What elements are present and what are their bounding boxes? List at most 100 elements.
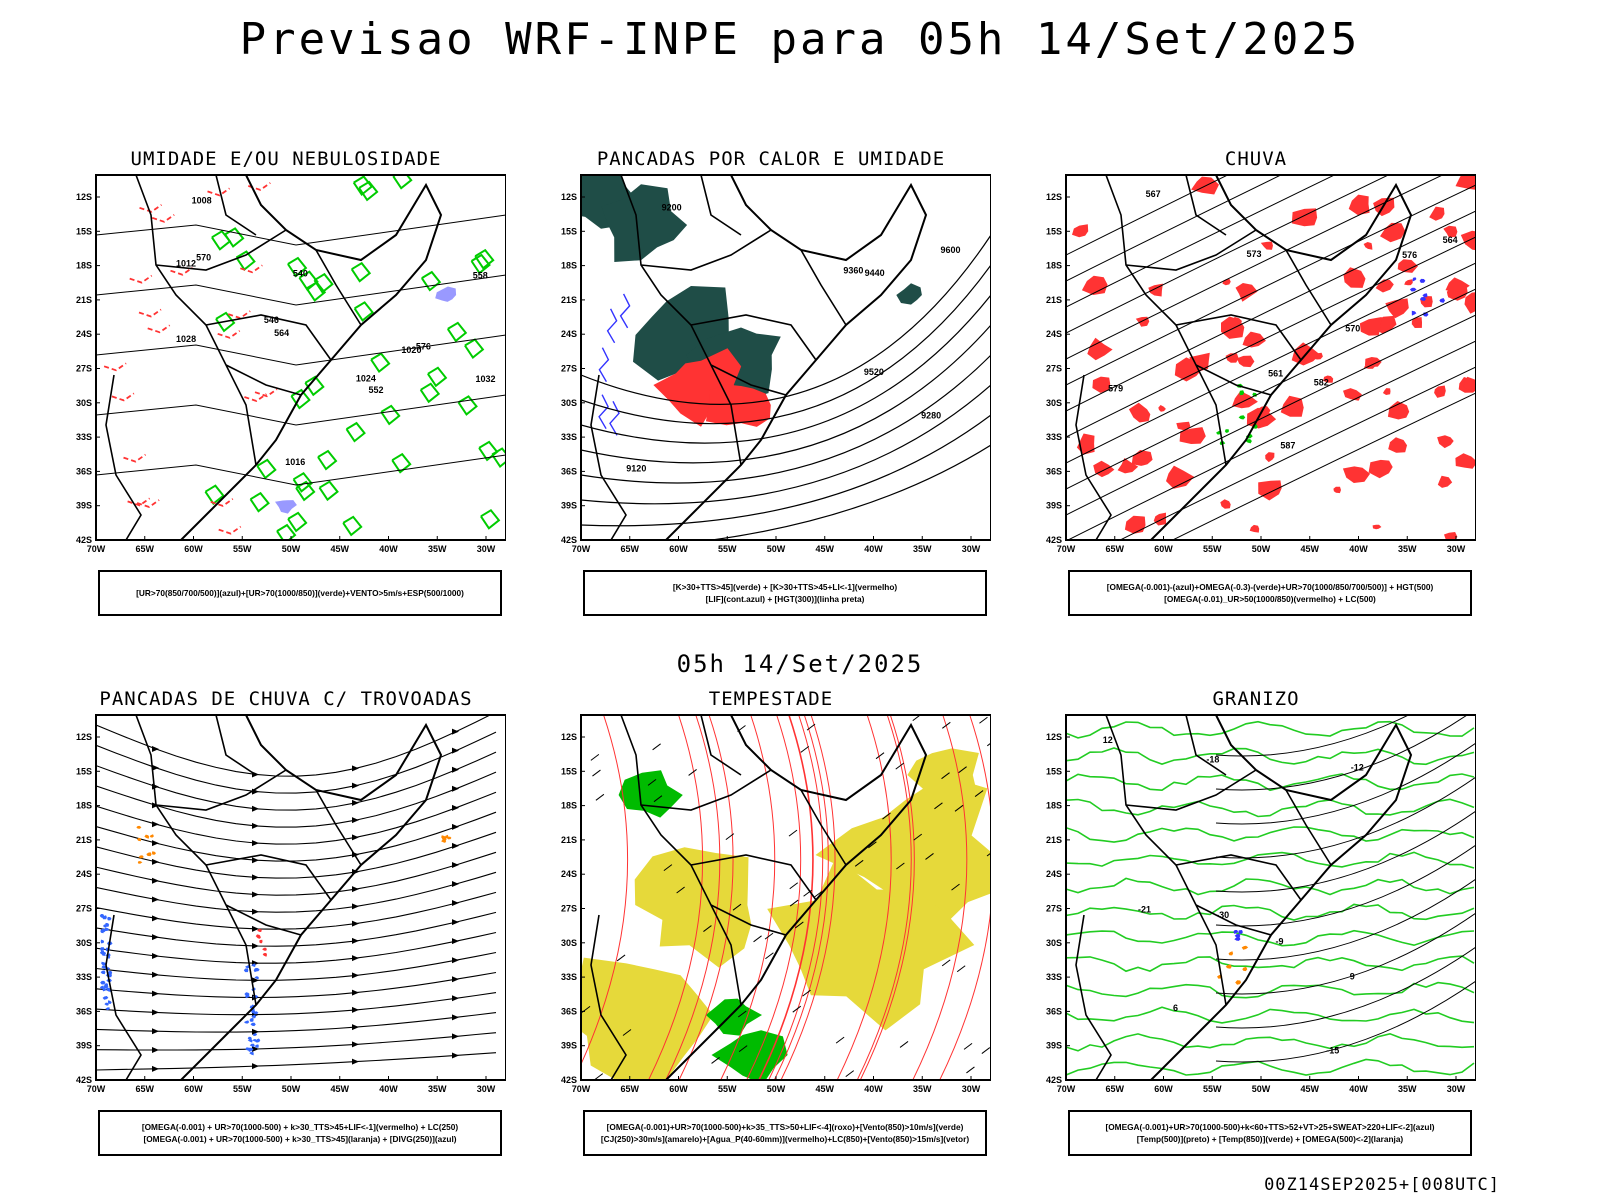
lon-tick-label: 40W	[379, 544, 398, 554]
lat-tick-label: 42S	[76, 1075, 92, 1085]
panel-title: GRANIZO	[1212, 688, 1300, 710]
caption-line: [LIF](cont.azul) + [HGT(300)](linha pret…	[705, 594, 865, 604]
lon-tick-label: 55W	[1203, 1084, 1222, 1094]
lat-tick-label: 33S	[561, 972, 577, 982]
contour-label: 576	[1402, 250, 1417, 260]
lon-tick-label: 30W	[477, 544, 496, 554]
lon-tick-label: 55W	[233, 544, 252, 554]
lon-tick-label: 70W	[87, 544, 106, 554]
lat-tick-label: 12S	[561, 732, 577, 742]
lon-tick-label: 60W	[184, 1084, 203, 1094]
lat-tick-label: 15S	[76, 226, 92, 236]
lon-tick-label: 70W	[1057, 544, 1076, 554]
lat-tick-label: 24S	[1046, 329, 1062, 339]
contour-label: 1024	[356, 374, 376, 384]
contour-label: 570	[1345, 323, 1360, 333]
lon-tick-label: 70W	[87, 1084, 106, 1094]
lon-tick-label: 65W	[620, 544, 639, 554]
lat-tick-label: 21S	[76, 835, 92, 845]
panel-pancadas-trovoadas: PANCADAS DE CHUVA C/ TROVOADAS [OMEGA(-0…	[66, 688, 506, 1168]
lon-tick-label: 50W	[282, 1084, 301, 1094]
lon-tick-label: 35W	[1398, 544, 1417, 554]
contour-label: 552	[368, 385, 383, 395]
lon-tick-label: 50W	[767, 544, 786, 554]
panel-title: PANCADAS POR CALOR E UMIDADE	[596, 148, 946, 170]
lat-tick-label: 30S	[1046, 398, 1062, 408]
panel-title: PANCADAS DE CHUVA C/ TROVOADAS	[99, 688, 473, 710]
contour-label: 570	[196, 253, 211, 263]
lat-tick-label: 39S	[76, 501, 92, 511]
lat-tick-label: 27S	[76, 904, 92, 914]
lon-tick-label: 50W	[1252, 544, 1271, 554]
lon-tick-label: 45W	[330, 544, 349, 554]
lon-tick-label: 65W	[1105, 544, 1124, 554]
lon-tick-label: 70W	[572, 544, 591, 554]
lat-tick-label: 27S	[1046, 364, 1062, 374]
caption-line: [OMEGA(-0.001)+UR>70(1000-500)+k<60+TTS>…	[1105, 1122, 1435, 1132]
contour-label: 6	[1173, 1003, 1178, 1013]
panel-caption: [OMEGA(-0.001) + UR>70(1000-500) + k>30_…	[98, 1110, 502, 1156]
contour-label: 1012	[176, 258, 196, 268]
lat-tick-label: 36S	[1046, 1006, 1062, 1016]
panel-title: UMIDADE E/OU NEBULOSIDADE	[130, 148, 442, 170]
lat-tick-label: 18S	[76, 261, 92, 271]
lon-tick-label: 65W	[135, 1084, 154, 1094]
lat-tick-label: 39S	[1046, 501, 1062, 511]
lon-tick-label: 55W	[1203, 544, 1222, 554]
contour-label: 1028	[176, 334, 196, 344]
contour-label: 587	[1280, 440, 1295, 450]
lat-tick-label: 36S	[76, 466, 92, 476]
contour-label: -12	[1351, 763, 1364, 773]
lat-tick-label: 15S	[76, 766, 92, 776]
caption-line: [OMEGA(-0.001) + UR>70(1000-500) + k>30_…	[141, 1122, 459, 1132]
lon-tick-label: 35W	[1398, 1084, 1417, 1094]
contour-label: 573	[1246, 249, 1261, 259]
lat-tick-label: 42S	[561, 535, 577, 545]
caption-line: [Temp(500)](preto) + [Temp(850)](verde) …	[1136, 1134, 1404, 1144]
contour-label: -30	[1216, 910, 1229, 920]
lat-tick-label: 33S	[76, 432, 92, 442]
forecast-map: -9 -12 -15 -18 -21 -30 6 9 12 12S 15S 18S 21S 24S 27S 3…	[1046, 714, 1476, 1094]
lat-tick-label: 18S	[561, 801, 577, 811]
lat-tick-label: 42S	[1046, 1075, 1062, 1085]
lon-tick-label: 60W	[184, 544, 203, 554]
contour-label: -15	[1326, 1046, 1339, 1056]
lat-tick-label: 15S	[1046, 766, 1062, 776]
caption-line: [UR>70(850/700/500)](azul)+[UR>70(1000/8…	[136, 588, 464, 598]
valid-time-label: 05h 14/Set/2025	[676, 650, 924, 678]
contour-label: 9520	[864, 367, 884, 377]
panel-umidade: UMIDADE E/OU NEBULOSIDADE [UR>70(850/700…	[66, 148, 506, 628]
lon-tick-label: 65W	[1105, 1084, 1124, 1094]
contour-label: 9	[1350, 971, 1355, 981]
lon-tick-label: 60W	[1154, 544, 1173, 554]
forecast-map: 1016 1012 1008 1020 1024 1028 1032 576 570 564 558…	[76, 174, 506, 554]
lat-tick-label: 36S	[561, 1006, 577, 1016]
contour-label: 564	[1443, 235, 1458, 245]
lon-tick-label: 60W	[669, 1084, 688, 1094]
lon-tick-label: 40W	[864, 544, 883, 554]
lat-tick-label: 36S	[76, 1006, 92, 1016]
lat-tick-label: 18S	[76, 801, 92, 811]
contour-label: 9200	[662, 203, 682, 213]
lat-tick-label: 33S	[76, 972, 92, 982]
lon-tick-label: 55W	[718, 544, 737, 554]
lat-tick-label: 12S	[76, 192, 92, 202]
panel-chuva: CHUVA [OMEGA(-0.001)-(azul)+OMEGA(-0.3)-…	[1036, 148, 1476, 628]
lat-tick-label: 36S	[561, 466, 577, 476]
lon-tick-label: 70W	[1057, 1084, 1076, 1094]
lat-tick-label: 27S	[561, 904, 577, 914]
lat-tick-label: 21S	[1046, 835, 1062, 845]
lat-tick-label: 33S	[1046, 432, 1062, 442]
lat-tick-label: 21S	[76, 295, 92, 305]
lon-tick-label: 65W	[620, 1084, 639, 1094]
lon-tick-label: 40W	[1349, 544, 1368, 554]
lat-tick-label: 12S	[76, 732, 92, 742]
lat-tick-label: 18S	[561, 261, 577, 271]
lon-tick-label: 30W	[1447, 1084, 1466, 1094]
